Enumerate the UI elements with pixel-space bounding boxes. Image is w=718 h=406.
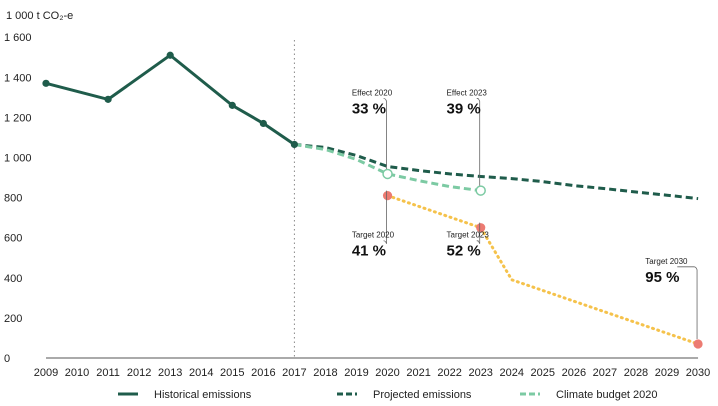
annotation-label: Effect 2023 (447, 88, 488, 97)
annotation-value: 95 % (645, 269, 679, 286)
historical-emissions-line (45, 53, 296, 146)
x-axis: 2009 2010 2011 2012 2013 2014 2015 2016 2017 2018… (34, 357, 710, 379)
historical-point (290, 140, 298, 149)
climate-budget-line (294, 143, 481, 193)
projected-emissions-line (294, 143, 699, 201)
x-tick-label: 2015 (220, 367, 244, 379)
x-tick-label: 2012 (127, 367, 151, 379)
y-unit-label: 1 000 t CO₂-e (6, 10, 73, 22)
x-tick-label: 2019 (344, 367, 368, 379)
x-tick-label: 2020 (375, 367, 399, 379)
annotation-leader (476, 97, 481, 186)
x-tick-label: 2010 (65, 367, 89, 379)
historical-point (228, 101, 236, 109)
x-tick-label: 2027 (593, 367, 617, 379)
annotation-label: Target 2023 (447, 231, 490, 240)
x-tick-label: 2023 (468, 367, 492, 379)
x-tick-label: 2011 (96, 367, 120, 379)
target-marker (476, 223, 486, 233)
x-tick-label: 2026 (562, 367, 586, 379)
targets-line (386, 194, 700, 346)
y-tick-label: 0 (4, 353, 10, 365)
x-tick-label: 2009 (34, 367, 58, 379)
annotation-value: 39 % (447, 100, 481, 117)
annotation-leader (677, 266, 698, 339)
x-tick-label: 2021 (406, 367, 430, 379)
y-tick-label: 1 000 (4, 153, 32, 165)
x-tick-label: 2016 (251, 367, 275, 379)
x-tick-label: 2022 (437, 367, 461, 379)
x-tick-label: 2013 (158, 367, 182, 379)
legend-label: Climate budget 2020 (556, 389, 658, 401)
x-tick-label: 2024 (500, 367, 524, 379)
y-axis: 0 200 400 600 800 1 000 1 200 1 400 1 600 (4, 32, 32, 365)
legend: Historical emissions Projected emissions C… (118, 389, 658, 401)
y-tick-label: 200 (4, 313, 22, 325)
annotation-label: Target 2030 (645, 257, 688, 266)
x-tick-label: 2025 (531, 367, 555, 379)
x-tick-label: 2028 (624, 367, 648, 379)
y-tick-label: 400 (4, 273, 22, 285)
x-tick-label: 2018 (313, 367, 337, 379)
annotation-label: Target 2020 (352, 231, 395, 240)
effect-marker (382, 168, 393, 180)
y-tick-label: 1 400 (4, 72, 32, 84)
x-tick-label: 2029 (655, 367, 679, 379)
target-marker (382, 190, 393, 201)
annotations: Effect 2020 33 % Effect 2023 39 % Target 202… (352, 88, 698, 339)
legend-label: Historical emissions (154, 389, 252, 401)
historical-point (166, 51, 174, 59)
effect-marker (475, 185, 486, 196)
x-tick-label: 2030 (686, 367, 710, 379)
historical-point (104, 95, 112, 103)
annotation-value: 33 % (352, 100, 386, 117)
x-tick-label: 2014 (189, 367, 213, 379)
annotation-leader (476, 222, 481, 244)
legend-label: Projected emissions (373, 389, 472, 401)
annotation-value: 41 % (352, 243, 386, 260)
annotation-leader (383, 97, 387, 169)
annotation-label: Effect 2020 (352, 88, 393, 97)
y-tick-label: 800 (4, 193, 22, 205)
plot-area (42, 40, 703, 358)
annotation-leader (383, 190, 387, 244)
x-tick-label: 2017 (282, 367, 306, 379)
annotation-value: 52 % (447, 243, 481, 260)
historical-point (42, 79, 50, 87)
historical-point (259, 119, 267, 128)
target-marker (693, 339, 703, 349)
y-tick-label: 1 200 (4, 112, 32, 124)
y-tick-label: 600 (4, 233, 22, 245)
y-tick-label: 1 600 (4, 32, 32, 44)
